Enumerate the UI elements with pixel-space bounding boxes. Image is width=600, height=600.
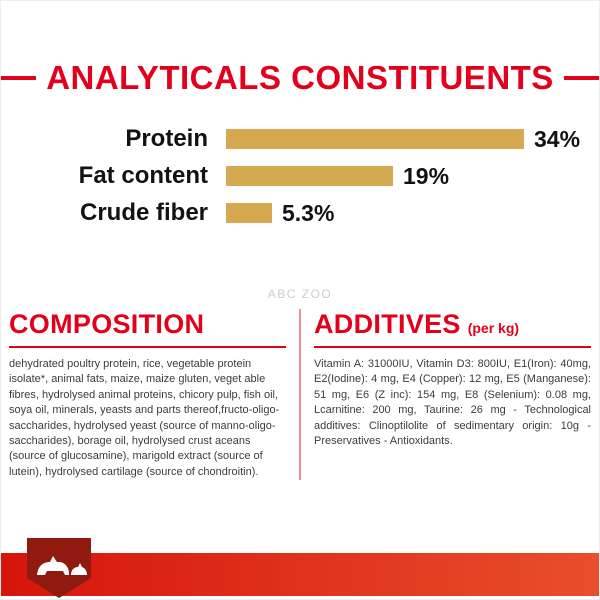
additives-subtitle: (per kg) (467, 320, 520, 336)
additives-heading-row: ADDITIVES (per kg) (314, 309, 591, 348)
composition-heading-row: COMPOSITION (9, 309, 286, 348)
constituents-bar-chart: Protein 34% Fat content 19% Crude fiber … (1, 125, 599, 227)
header-rule-left (1, 76, 37, 80)
header-rule-right (563, 76, 599, 80)
additives-section: ADDITIVES (per kg) Vitamin A: 31000IU, V… (301, 309, 591, 480)
chart-value: 34% (534, 125, 581, 152)
chart-label: Protein (125, 125, 208, 152)
brand-band (1, 553, 599, 596)
analytics-header: ANALYTICALS CONSTITUENTS (1, 59, 599, 97)
chart-row-crude-fiber: Crude fiber 5.3% (1, 199, 599, 227)
chart-value: 5.3% (282, 199, 335, 226)
chart-label: Crude fiber (79, 199, 208, 226)
chart-row-fat-content: Fat content 19% (1, 162, 599, 190)
chart-label: Fat content (78, 162, 208, 189)
chart-bar (226, 166, 393, 186)
chart-bar (226, 129, 524, 149)
royal-canin-crest-icon (27, 538, 91, 598)
composition-section: COMPOSITION dehydrated poultry protein, … (9, 309, 299, 480)
composition-title: COMPOSITION (9, 309, 205, 339)
additives-body: Vitamin A: 31000IU, Vitamin D3: 800IU, E… (314, 358, 591, 447)
chart-bar (226, 203, 272, 223)
shop-watermark: ABC ZOO (267, 287, 333, 301)
composition-body: dehydrated poultry protein, rice, vegeta… (9, 358, 280, 478)
info-columns: COMPOSITION dehydrated poultry protein, … (9, 309, 591, 481)
chart-value: 19% (403, 162, 450, 189)
column-divider (299, 309, 301, 481)
chart-row-protein: Protein 34% (1, 125, 599, 153)
analytics-title: ANALYTICALS CONSTITUENTS (46, 59, 554, 96)
additives-title: ADDITIVES (314, 309, 461, 339)
